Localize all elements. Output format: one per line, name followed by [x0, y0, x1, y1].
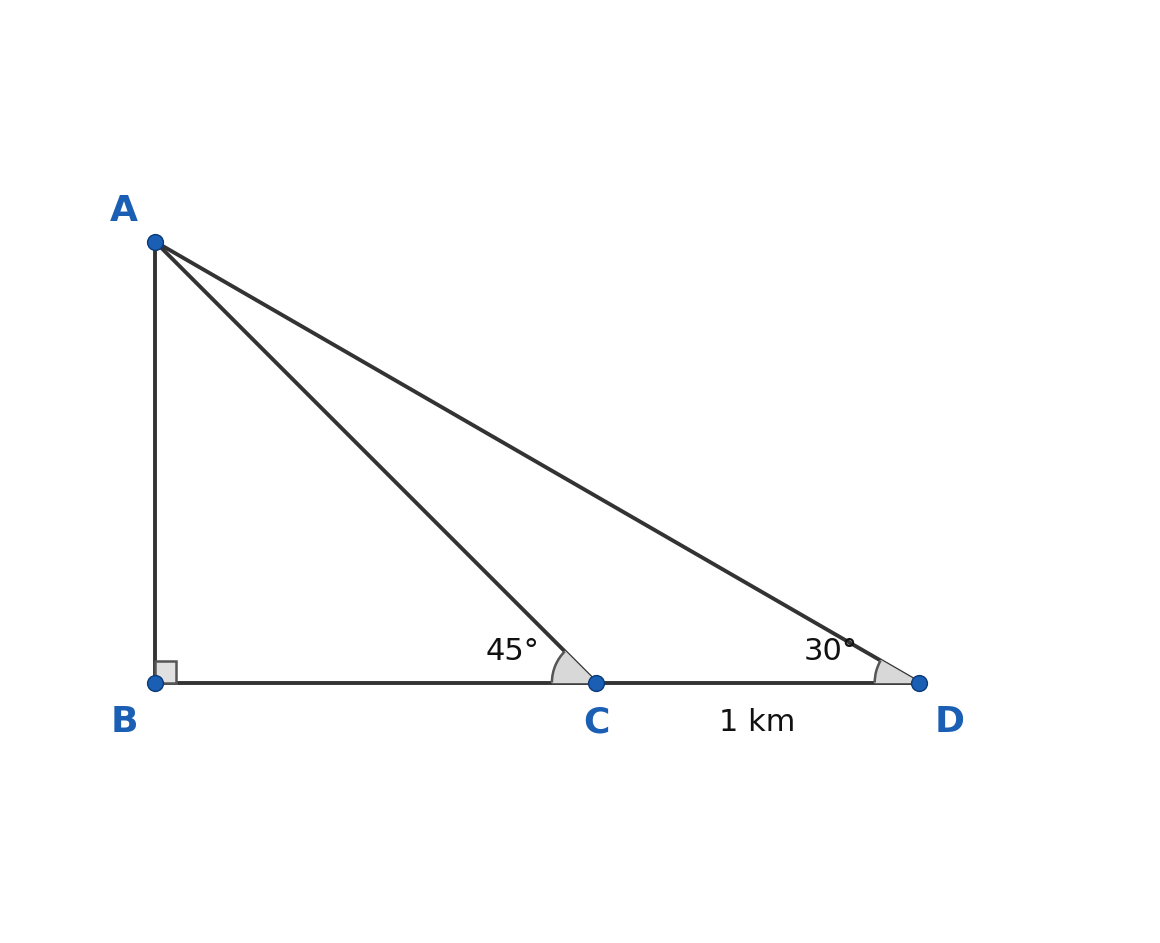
Text: D: D: [935, 705, 965, 739]
Text: B: B: [110, 705, 138, 739]
Point: [909, 675, 928, 690]
Text: A: A: [110, 193, 138, 227]
Polygon shape: [552, 652, 596, 683]
Polygon shape: [875, 660, 919, 683]
Text: C: C: [582, 705, 609, 739]
Text: 30°: 30°: [804, 637, 857, 666]
Point: [146, 675, 165, 690]
Polygon shape: [155, 661, 176, 683]
Point: [146, 234, 165, 249]
Text: 45°: 45°: [485, 637, 539, 666]
Text: 1 km: 1 km: [719, 708, 796, 736]
Point: [587, 675, 606, 690]
